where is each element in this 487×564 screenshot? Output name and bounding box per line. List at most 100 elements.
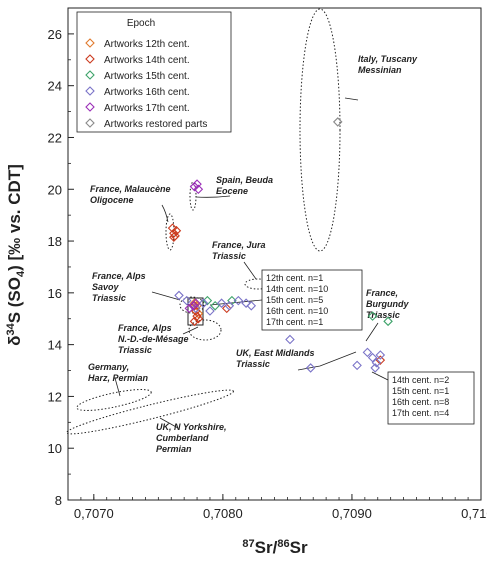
data-point-series-5 <box>184 303 195 314</box>
annotation-mesage-line2: N.-D.-de-Mésage <box>118 334 189 344</box>
data-point-series-2 <box>169 232 179 242</box>
y-tick-label: 22 <box>48 130 62 145</box>
data-point-series-4 <box>241 298 251 308</box>
annotation-yorkshire-line1: UK, N Yorkshire, <box>156 422 227 432</box>
legend: Epoch Artworks 12th cent. Artworks 14th c… <box>76 11 232 133</box>
data-point-series-3 <box>383 316 393 327</box>
data-point-series-5 <box>188 301 198 311</box>
data-point-series-4 <box>352 360 362 371</box>
legend-label: Artworks 16th cent. <box>104 87 190 98</box>
annotation-malaucene-line2: Oligocene <box>90 195 134 205</box>
data-point-series-4 <box>370 363 380 373</box>
leader-yorkshire <box>159 417 179 429</box>
annotation-east-midlands: UK, East Midlands Triassic <box>236 348 315 369</box>
data-points <box>167 117 393 373</box>
annotation-burgundy-line1: France, <box>366 288 398 298</box>
y-tick-label: 8 <box>55 493 62 508</box>
leader-savoy <box>151 291 181 301</box>
data-point-series-2 <box>189 301 200 311</box>
data-point-series-2 <box>171 225 182 236</box>
x-tick-label: 0,7070 <box>74 506 114 521</box>
annotation-italy-line2: Messinian <box>358 65 402 75</box>
annotation-burgundy-line3: Triassic <box>366 310 400 320</box>
data-point-series-6 <box>332 117 343 127</box>
annotation-savoy: France, Alps Savoy Triassic <box>92 271 146 303</box>
data-point-series-4 <box>246 301 257 311</box>
annotation-italy: Italy, Tuscany Messinian <box>358 54 418 75</box>
data-point-series-4 <box>285 334 295 345</box>
count-line: 12th cent. n=1 <box>266 273 323 283</box>
annotation-jura: France, Jura Triassic <box>212 240 266 261</box>
count-line: 17th cent. n=1 <box>266 317 323 327</box>
data-point-series-4 <box>198 298 209 308</box>
data-point-series-4 <box>371 357 382 368</box>
data-point-series-1 <box>192 301 202 311</box>
leader-italy <box>344 97 359 101</box>
leader-lines <box>114 97 389 429</box>
data-point-series-4 <box>224 301 235 311</box>
annotation-spain-line1: Spain, Beuda <box>216 175 273 185</box>
y-tick-label: 20 <box>48 182 62 197</box>
legend-label: Artworks 12th cent. <box>104 39 190 50</box>
annotation-yorkshire-line2: Cumberland <box>156 433 209 443</box>
annotation-jura-line1: France, Jura <box>212 240 266 250</box>
x-tick-label: 0,7100 <box>461 506 487 521</box>
y-tick-label: 14 <box>48 338 62 353</box>
ellipse-spain-beuda <box>189 181 197 211</box>
x-axis-ticks: 0,7070 0,7080 0,7090 0,7100 <box>67 494 487 521</box>
annotation-east-midlands-line2: Triassic <box>236 359 270 369</box>
count-line: 16th cent. n=10 <box>266 306 328 316</box>
annotation-yorkshire-line3: Permian <box>156 444 192 454</box>
legend-label: Artworks 15th cent. <box>104 71 190 82</box>
count-line: 17th cent. n=4 <box>392 408 449 418</box>
annotation-mesage-line1: France, Alps <box>118 323 172 333</box>
count-box-1-frame <box>261 269 363 331</box>
legend-label: Artworks restored parts <box>104 119 207 130</box>
data-point-series-2 <box>169 228 179 239</box>
data-point-series-5 <box>192 179 202 189</box>
annotation-jura-line2: Triassic <box>212 251 246 261</box>
count-line: 14th cent. n=2 <box>392 375 449 385</box>
annotation-spain-line2: Eocene <box>216 186 248 196</box>
ellipse-france-savoy <box>179 296 205 314</box>
annotation-malaucene-line1: France, Malaucène <box>90 184 171 194</box>
data-point-series-4 <box>362 347 373 358</box>
annotation-yorkshire: UK, N Yorkshire, Cumberland Permian <box>156 422 227 454</box>
annotation-harz-line2: Harz, Permian <box>88 373 149 383</box>
y-axis-title-sup: 34 <box>5 322 17 335</box>
annotation-east-midlands-line1: UK, East Midlands <box>236 348 315 358</box>
annotation-harz: Germany, Harz, Permian <box>88 362 149 383</box>
x-axis-title-part2: Sr <box>290 538 308 557</box>
data-point-series-5 <box>189 181 200 192</box>
annotation-savoy-line3: Triassic <box>92 293 126 303</box>
annotation-italy-line1: Italy, Tuscany <box>358 54 418 64</box>
legend-marker <box>85 86 95 96</box>
y-axis-title-delta: δ <box>5 336 24 346</box>
data-point-series-4 <box>190 303 201 314</box>
y-axis-title-part2: ) [‰ vs. CDT] <box>5 164 24 271</box>
y-tick-label: 16 <box>48 286 62 301</box>
count-line: 16th cent. n=8 <box>392 397 449 407</box>
count-box-2-frame <box>387 371 475 425</box>
leader-mesage <box>182 326 199 335</box>
y-tick-label: 18 <box>48 234 62 249</box>
annotation-savoy-line2: Savoy <box>92 282 120 292</box>
annotation-savoy-line1: France, Alps <box>92 271 146 281</box>
legend-marker <box>85 38 95 48</box>
legend-frame <box>76 11 232 133</box>
data-point-series-2 <box>375 355 386 365</box>
annotation-mesage: France, Alps N.-D.-de-Mésage Triassic <box>118 323 189 355</box>
y-tick-label: 10 <box>48 441 62 456</box>
y-axis-title-part1: S (SO <box>5 277 24 323</box>
x-axis-title-sup1: 87 <box>242 538 254 550</box>
y-tick-label: 24 <box>48 79 62 94</box>
data-point-series-3 <box>367 311 378 321</box>
x-tick-label: 0,7090 <box>332 506 372 521</box>
y-axis-ticks: 8 10 12 14 16 18 20 22 24 26 <box>48 27 74 508</box>
leader-east-midlands <box>297 351 357 371</box>
legend-title: Epoch <box>127 18 155 29</box>
leader-box2 <box>371 371 389 381</box>
legend-marker <box>85 70 95 80</box>
